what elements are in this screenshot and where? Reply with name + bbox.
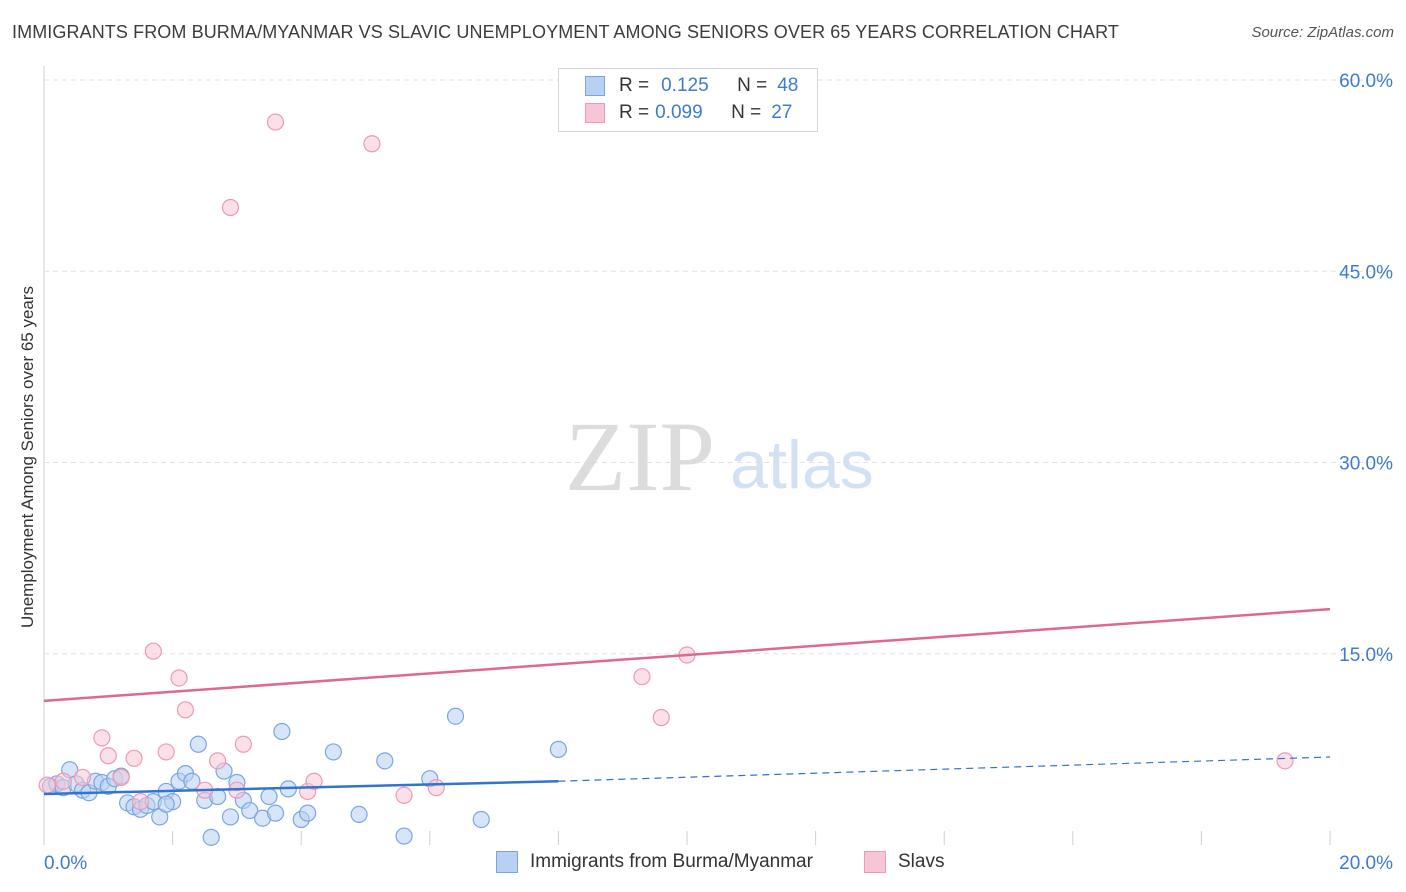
slavs-point [125, 749, 143, 767]
slavs-point [427, 779, 445, 797]
slavs-point [633, 668, 651, 686]
burma-point [266, 804, 285, 822]
legend-item-burma: Immigrants from Burma/Myanmar [496, 851, 813, 873]
trend-lines [43, 607, 1331, 796]
slavs-point [652, 708, 670, 727]
source-label: Source: ZipAtlas.com [1251, 24, 1394, 41]
watermark: ZIP atlas [565, 401, 874, 512]
slavs-point [131, 793, 150, 811]
slavs-point [221, 198, 240, 217]
n-label: N = [737, 75, 768, 96]
watermark-zip: ZIP [565, 401, 715, 512]
slavs-point [93, 729, 111, 747]
r-label: R = [619, 102, 650, 123]
y-axis-label: Unemployment Among Seniors over 65 years [18, 285, 37, 629]
slavs-point [38, 776, 56, 794]
slavs-point [395, 786, 413, 804]
grid-lines [43, 66, 1392, 845]
y-tick-label: 15.0% [1339, 645, 1393, 666]
burma-point [324, 743, 342, 761]
burma-trend-extension [558, 756, 1331, 782]
slavs-point [73, 768, 92, 787]
burma-swatch [585, 76, 605, 96]
burma-point [260, 787, 278, 806]
slavs-point [266, 113, 285, 131]
correlation-legend: R = 0.125 N = 48 R = 0.099 N = 27 [558, 68, 818, 132]
slavs-point [1276, 752, 1294, 770]
burma-point [446, 707, 465, 725]
burma-point [376, 752, 394, 770]
slavs-point [170, 669, 188, 687]
burma-point [299, 804, 317, 822]
slavs-legend-label: Slavs [898, 851, 945, 872]
slavs-point [99, 747, 117, 765]
y-tick-label: 30.0% [1339, 454, 1393, 475]
legend-row-burma: R = 0.125 N = 48 [585, 73, 798, 99]
burma-point [157, 795, 175, 813]
slavs-point [112, 768, 130, 787]
burma-trend-line [43, 780, 559, 796]
burma-point [549, 740, 568, 758]
slavs-point [305, 772, 323, 790]
data-points [38, 113, 1294, 846]
burma-point [189, 735, 207, 753]
burma-point [350, 805, 368, 824]
burma-point [241, 801, 259, 820]
slavs-point [176, 701, 195, 719]
x-tick-labels: 0.0% 20.0% [44, 853, 1393, 874]
n-label: N = [731, 102, 762, 123]
slavs-point [54, 772, 72, 790]
burma-legend-swatch [496, 851, 518, 873]
y-tick-label: 60.0% [1339, 71, 1393, 92]
slavs-point [363, 135, 381, 153]
r-label: R = [619, 75, 650, 96]
slavs-point [234, 735, 252, 753]
burma-r-value: 0.125 [661, 75, 709, 96]
x-tick-label: 20.0% [1339, 853, 1393, 874]
y-tick-labels: 15.0% 30.0% 45.0% 60.0% [1339, 71, 1393, 666]
slavs-n-value: 27 [771, 102, 793, 123]
burma-legend-label: Immigrants from Burma/Myanmar [530, 851, 813, 872]
slavs-swatch [585, 103, 605, 123]
slavs-legend-swatch [864, 851, 886, 873]
burma-point [273, 722, 291, 741]
burma-point [395, 827, 413, 845]
y-tick-label: 45.0% [1339, 262, 1393, 283]
chart-title: IMMIGRANTS FROM BURMA/MYANMAR VS SLAVIC … [12, 22, 1119, 42]
slavs-point [157, 743, 175, 761]
burma-point [202, 828, 220, 846]
burma-point [221, 808, 240, 826]
slavs-point [209, 752, 227, 770]
burma-n-value: 48 [777, 75, 799, 96]
burma-point [472, 810, 490, 829]
x-ticks [43, 831, 1331, 845]
x-tick-label: 0.0% [44, 853, 87, 874]
legend-row-slavs: R = 0.099 N = 27 [585, 100, 792, 126]
watermark-atlas: atlas [730, 427, 874, 503]
slavs-r-value: 0.099 [655, 102, 703, 123]
slavs-trend-line [43, 607, 1331, 703]
slavs-point [144, 642, 162, 660]
legend-item-slavs: Slavs [864, 851, 944, 873]
